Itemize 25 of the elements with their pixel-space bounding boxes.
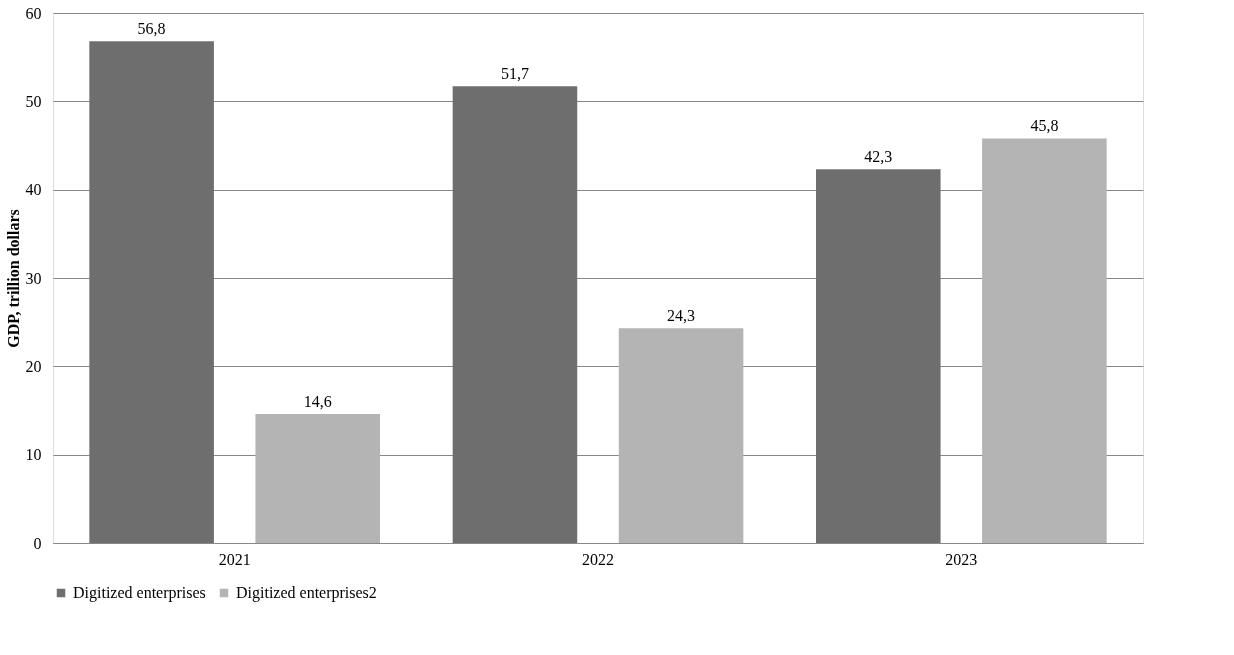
data-label: 14,6 — [303, 393, 332, 411]
x-tick-label: 2022 — [582, 550, 614, 568]
bar — [982, 138, 1107, 543]
x-tick-label: 2023 — [945, 550, 978, 568]
bar — [618, 328, 744, 543]
y-tick-label: 40 — [25, 181, 42, 199]
bar — [89, 41, 214, 543]
y-tick-label: 60 — [25, 4, 42, 22]
data-label: 45,8 — [1030, 117, 1059, 135]
data-label: 56,8 — [137, 20, 166, 38]
data-label: 51,7 — [500, 65, 529, 83]
bar — [255, 414, 380, 543]
legend-label: Digitized enterprises — [73, 584, 206, 602]
y-tick-label: 20 — [25, 357, 42, 375]
bar — [816, 169, 941, 543]
y-tick-label: 0 — [33, 534, 42, 552]
data-label: 42,3 — [864, 148, 893, 166]
y-tick-label: 50 — [25, 92, 42, 110]
x-tick-label: 2021 — [218, 550, 251, 568]
legend-label: Digitized enterprises2 — [236, 584, 377, 602]
y-tick-label: 10 — [25, 446, 42, 464]
data-label: 24,3 — [667, 307, 696, 325]
y-axis-title: GDP, trillion dollars — [4, 209, 22, 348]
bar — [452, 86, 578, 543]
y-tick-label: 30 — [25, 269, 42, 287]
